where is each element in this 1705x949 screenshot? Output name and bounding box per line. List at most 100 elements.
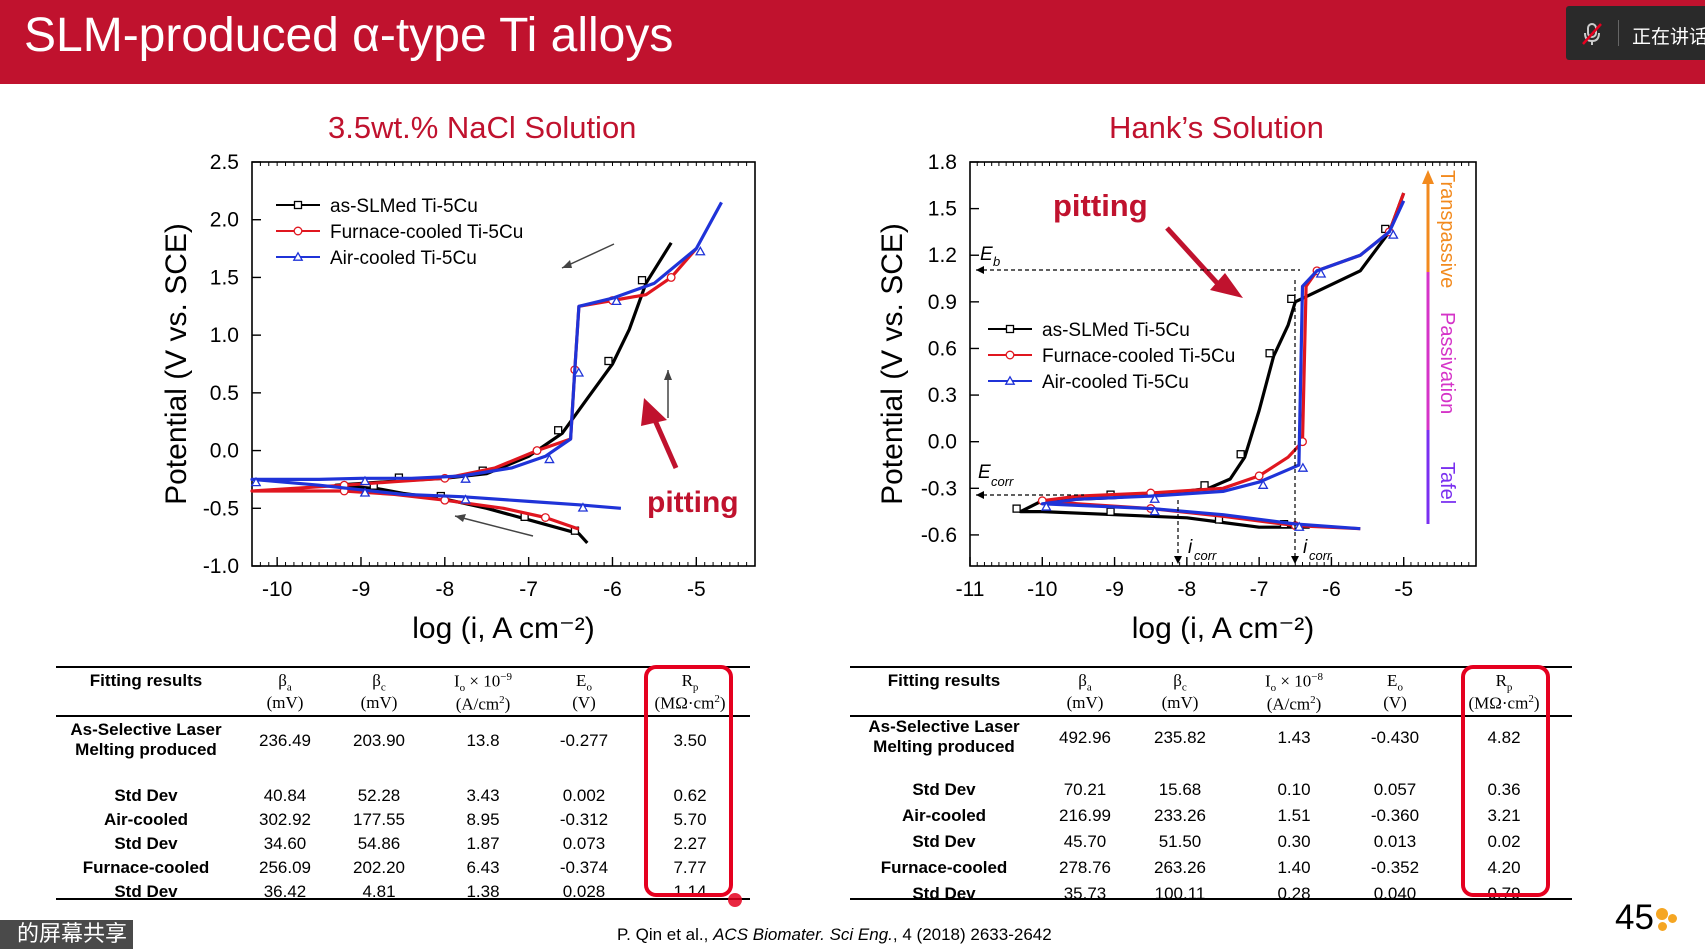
header-fitting-results: Fitting results [89,671,203,690]
speaking-indicator[interactable]: 正在讲话 [1566,6,1705,60]
table-cell: 7.77 [673,858,707,877]
header-beta-a: βa (mV) [1005,671,1165,713]
arrow-head [664,370,672,380]
x-tick-label: -8 [435,578,454,601]
hanks-fitting-table: Fitting results βa (mV) βc (mV) Io × 10−8 (A/c… [850,666,1572,903]
table-cell: 70.21 [1063,780,1107,799]
header-fragment: (V) [572,693,596,713]
data-point [554,426,563,435]
pitting-label: pitting [647,486,739,519]
header-beta-a: βa (mV) [205,671,365,713]
table-cell: 1.87 [466,834,500,853]
header-fragment: ) [504,694,511,714]
header-fragment: (MΩ·cm [654,694,715,714]
data-point [544,453,555,464]
legend-label: Furnace-cooled Ti-5Cu [1042,346,1235,367]
y-tick-label: 0.3 [928,384,957,407]
table-cell: 236.49 [259,731,311,750]
table-cell: 13.8 [466,731,500,750]
header-fragment: (A/cm [1266,694,1311,714]
y-tick-label: 0.9 [928,291,957,314]
data-point [1149,493,1161,503]
data-point [573,367,585,377]
table-cell: 3.43 [466,786,500,805]
header-fragment: ) [719,694,726,714]
row-label: Std Dev [114,882,178,901]
table-cell: 36.42 [263,882,307,901]
data-point [695,246,706,256]
table-cell: 35.73 [1063,884,1107,903]
eb-label: E [980,244,993,265]
row-label: Std Dev [912,884,976,903]
x-tick-label: -6 [603,578,622,601]
y-tick-label: 1.5 [928,198,957,221]
table-cell: 0.040 [1373,884,1417,903]
header-fragment: β [1173,671,1182,690]
header-fragment: E [576,671,587,690]
x-tick-label: -9 [352,578,371,601]
row-label: As-Selective Laser Melting produced [66,720,226,760]
y-tick-label: 0.6 [928,337,957,360]
header-fragment: 2 [1310,694,1316,707]
row-label: Std Dev [114,786,178,805]
legend-marker [292,251,304,261]
y-axis-label: Potential (V vs. SCE) [160,223,193,505]
pitting-arrow [651,416,679,470]
header-fragment: β [1078,671,1087,690]
muted-microphone-icon[interactable] [1580,22,1604,46]
header-fragment: o [586,681,592,694]
table-cell: 177.55 [353,810,405,829]
data-point [1149,505,1161,516]
eb-subscript: b [993,254,1000,269]
table-cell: 233.26 [1154,806,1206,825]
header-beta-c: βc (mV) [299,671,459,713]
y-tick-label: 1.8 [928,151,957,174]
passivation-label: Passivation [1436,312,1458,414]
header-eo: Eo (V) [1315,671,1475,713]
pitting-arrowhead [641,398,667,426]
legend-marker [293,200,303,210]
header-fragment: c [380,681,386,694]
table-cell: 54.86 [357,834,401,853]
title-bar [0,0,1705,84]
laser-pointer [728,893,742,907]
data-point [460,473,471,483]
table-cell: 0.62 [673,786,707,805]
logo-dot [1658,922,1667,931]
table-cell: 3.50 [673,731,707,750]
y-tick-label: 0.5 [210,382,239,405]
header-fragment: (mV) [360,693,398,713]
data-point [359,475,371,486]
table-cell: 40.84 [263,786,307,805]
header-fragment: × 10 [465,671,501,691]
header-fitting-results: Fitting results [887,671,1001,690]
table-cell: 100.11 [1154,884,1206,903]
page-number: 45 [1615,898,1654,937]
slide-title: SLM-produced α-type Ti alloys [24,9,674,62]
table-cell: 8.95 [466,810,500,829]
arrow-head [976,491,984,499]
logo-dot [1656,908,1668,920]
data-point [1293,521,1305,531]
header-fragment: R [681,671,693,690]
legend-label: Air-cooled Ti-5Cu [1042,372,1189,393]
data-point [637,276,647,285]
table-cell: 6.43 [466,858,500,877]
y-tick-label: -0.3 [921,477,957,500]
row-label: As-Selective Laser Melting produced [864,717,1024,757]
y-axis-label: Potential (V vs. SCE) [876,223,909,505]
nacl-fitting-table: Fitting results βa (mV) βc (mV) Io × 10−9 (A/c… [56,666,750,901]
pitting-label: pitting [1053,188,1148,223]
y-tick-label: 2.5 [210,151,239,174]
x-tick-label: -5 [1394,578,1413,601]
data-point [1287,294,1296,303]
arrow-head [1291,556,1299,564]
table-cell: 0.28 [1277,884,1311,903]
y-tick-label: -0.5 [203,497,239,520]
data-point [1387,229,1399,239]
data-point [604,356,613,366]
series-line [1040,200,1406,531]
header-io: Io × 10−9 (A/cm2) [403,671,563,715]
screen-share-banner[interactable]: 的屏幕共享 [0,920,133,949]
